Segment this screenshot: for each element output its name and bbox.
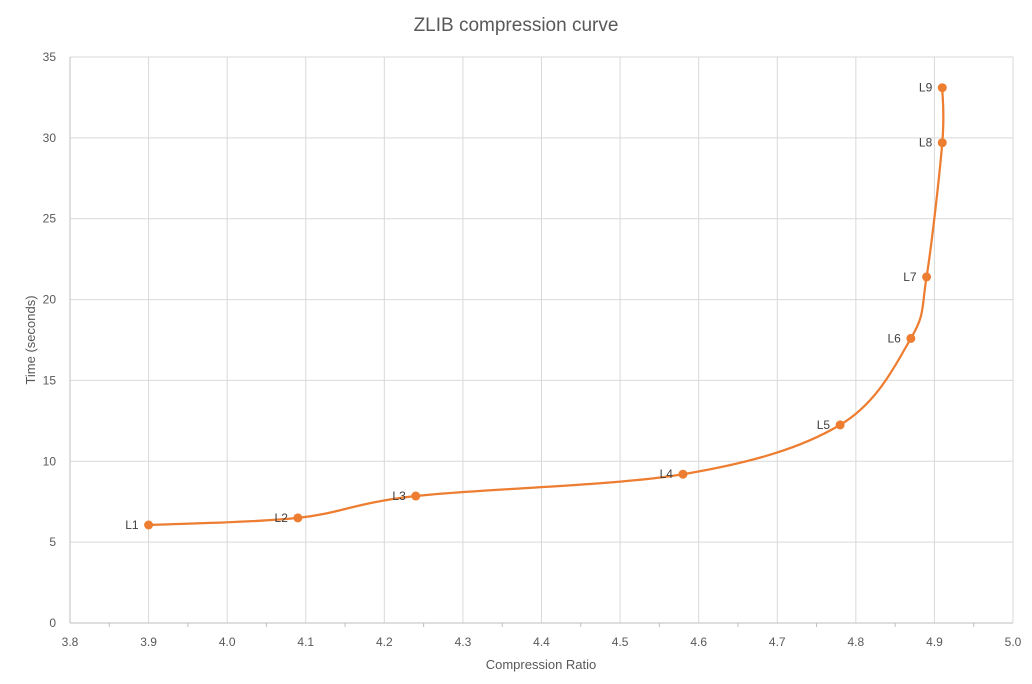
y-tick-label: 25 — [43, 212, 57, 226]
series-line — [148, 87, 945, 527]
x-tick-label: 4.9 — [926, 635, 943, 649]
x-tick-label: 4.8 — [847, 635, 864, 649]
data-point-marker — [678, 469, 688, 479]
y-tick-label: 10 — [43, 454, 57, 468]
x-tick-label: 3.8 — [62, 635, 79, 649]
data-point-label: L4 — [660, 467, 674, 481]
y-tick-label: 0 — [49, 616, 56, 630]
data-point-marker — [937, 83, 947, 93]
data-point-marker — [835, 420, 845, 430]
data-point-label: L2 — [275, 511, 289, 525]
chart-title: ZLIB compression curve — [414, 15, 619, 36]
data-labels: L1 L2 L3 L4 L5 L6 L7 L8 L9 — [125, 81, 932, 532]
axes — [69, 57, 1013, 627]
data-point-label: L1 — [125, 518, 139, 532]
x-tick-label: 4.4 — [533, 635, 550, 649]
y-axis-label: Time (seconds) — [23, 295, 38, 384]
data-point-label: L5 — [817, 418, 831, 432]
x-tick-label: 3.9 — [140, 635, 157, 649]
data-point-marker — [144, 520, 154, 530]
y-tick-label: 15 — [43, 373, 57, 387]
x-tick-label: 4.5 — [612, 635, 629, 649]
x-tick-label: 4.3 — [455, 635, 472, 649]
data-point-marker — [906, 333, 916, 343]
data-markers — [144, 83, 947, 530]
x-tick-label: 4.1 — [297, 635, 314, 649]
y-tick-label: 20 — [43, 293, 57, 307]
y-tick-label: 35 — [43, 50, 57, 64]
data-point-label: L8 — [919, 136, 933, 150]
y-tick-label: 30 — [43, 131, 57, 145]
y-tick-label: 5 — [49, 535, 56, 549]
x-axis-ticks: 3.8 3.9 4.0 4.1 4.2 4.3 4.4 4.5 4.6 4.7 4.8 4.9 5.0 — [62, 635, 1022, 649]
data-point-marker — [937, 138, 947, 148]
y-axis-ticks: 0 5 10 15 20 25 30 35 — [43, 50, 57, 630]
data-point-marker — [411, 491, 421, 501]
data-point-marker — [922, 272, 932, 282]
data-point-label: L3 — [392, 489, 406, 503]
data-point-marker — [293, 513, 303, 523]
data-point-label: L7 — [903, 270, 917, 284]
x-tick-label: 4.0 — [219, 635, 236, 649]
data-point-label: L9 — [919, 81, 933, 95]
x-tick-label: 4.2 — [376, 635, 393, 649]
x-tick-label: 5.0 — [1005, 635, 1022, 649]
data-point-label: L6 — [887, 331, 901, 345]
gridlines — [70, 56, 1014, 623]
x-axis-label: Compression Ratio — [486, 657, 597, 672]
x-tick-label: 4.6 — [690, 635, 707, 649]
x-tick-label: 4.7 — [769, 635, 786, 649]
